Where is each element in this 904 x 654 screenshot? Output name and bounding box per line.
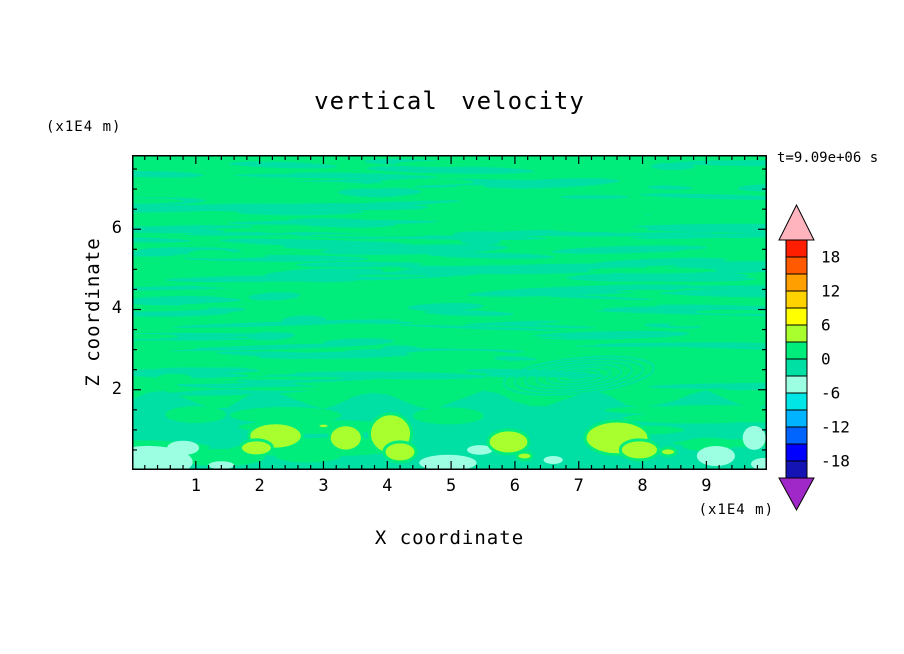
- colorbar-segment: [785, 426, 808, 445]
- colorbar-segment: [785, 358, 808, 377]
- colorbar-segment: [785, 409, 808, 428]
- colorbar-segment: [785, 460, 808, 479]
- z-tick-label: 6: [111, 218, 122, 239]
- colorbar-under-arrow: [778, 477, 815, 512]
- colorbar-segment: [785, 324, 808, 343]
- x-tick-label: 6: [509, 476, 521, 496]
- plot-frame: [132, 155, 767, 470]
- colorbar-segment: [785, 239, 808, 258]
- colorbar-label: -12: [821, 418, 850, 437]
- x-tick-label: 1: [190, 476, 201, 496]
- contour-plot: [132, 155, 767, 470]
- colorbar-segment: [785, 307, 808, 326]
- colorbar-segment: [785, 392, 808, 411]
- colorbar-label: 0: [821, 350, 831, 369]
- colorbar-label: 12: [821, 282, 840, 301]
- x-tick-label: 8: [637, 476, 648, 496]
- colorbar-segment: [785, 341, 808, 360]
- z-tick-label: 4: [111, 298, 122, 319]
- colorbar-segment: [785, 443, 808, 462]
- x-axis-label: X coordinate: [374, 527, 525, 549]
- x-tick-label: 7: [573, 476, 584, 496]
- colorbar-label: 18: [821, 248, 840, 267]
- z-axis-unit-label: (x1E4 m): [46, 119, 122, 135]
- x-tick-label: 4: [382, 476, 393, 496]
- colorbar: 18 12 6 0 -6 -12 -18: [778, 203, 850, 512]
- x-tick-label: 2: [254, 476, 265, 496]
- colorbar-label: -18: [821, 452, 850, 471]
- colorbar-segment: [785, 273, 808, 292]
- colorbar-over-arrow: [778, 203, 815, 241]
- contour-field: [132, 155, 767, 470]
- colorbar-label: 6: [821, 316, 831, 335]
- x-axis-unit-label: (x1E4 m): [698, 502, 774, 518]
- x-tick-label: 9: [701, 476, 712, 496]
- colorbar-label: -6: [821, 384, 840, 403]
- x-tick-label: 5: [445, 476, 457, 496]
- time-annotation: t=9.09e+06 s: [777, 150, 879, 166]
- x-tick-label: 3: [318, 476, 329, 496]
- z-tick-label: 2: [111, 378, 122, 399]
- colorbar-segment: [785, 290, 808, 309]
- colorbar-segment: [785, 375, 808, 394]
- colorbar-segment: [785, 256, 808, 275]
- chart-title: vertical velocity: [314, 87, 585, 115]
